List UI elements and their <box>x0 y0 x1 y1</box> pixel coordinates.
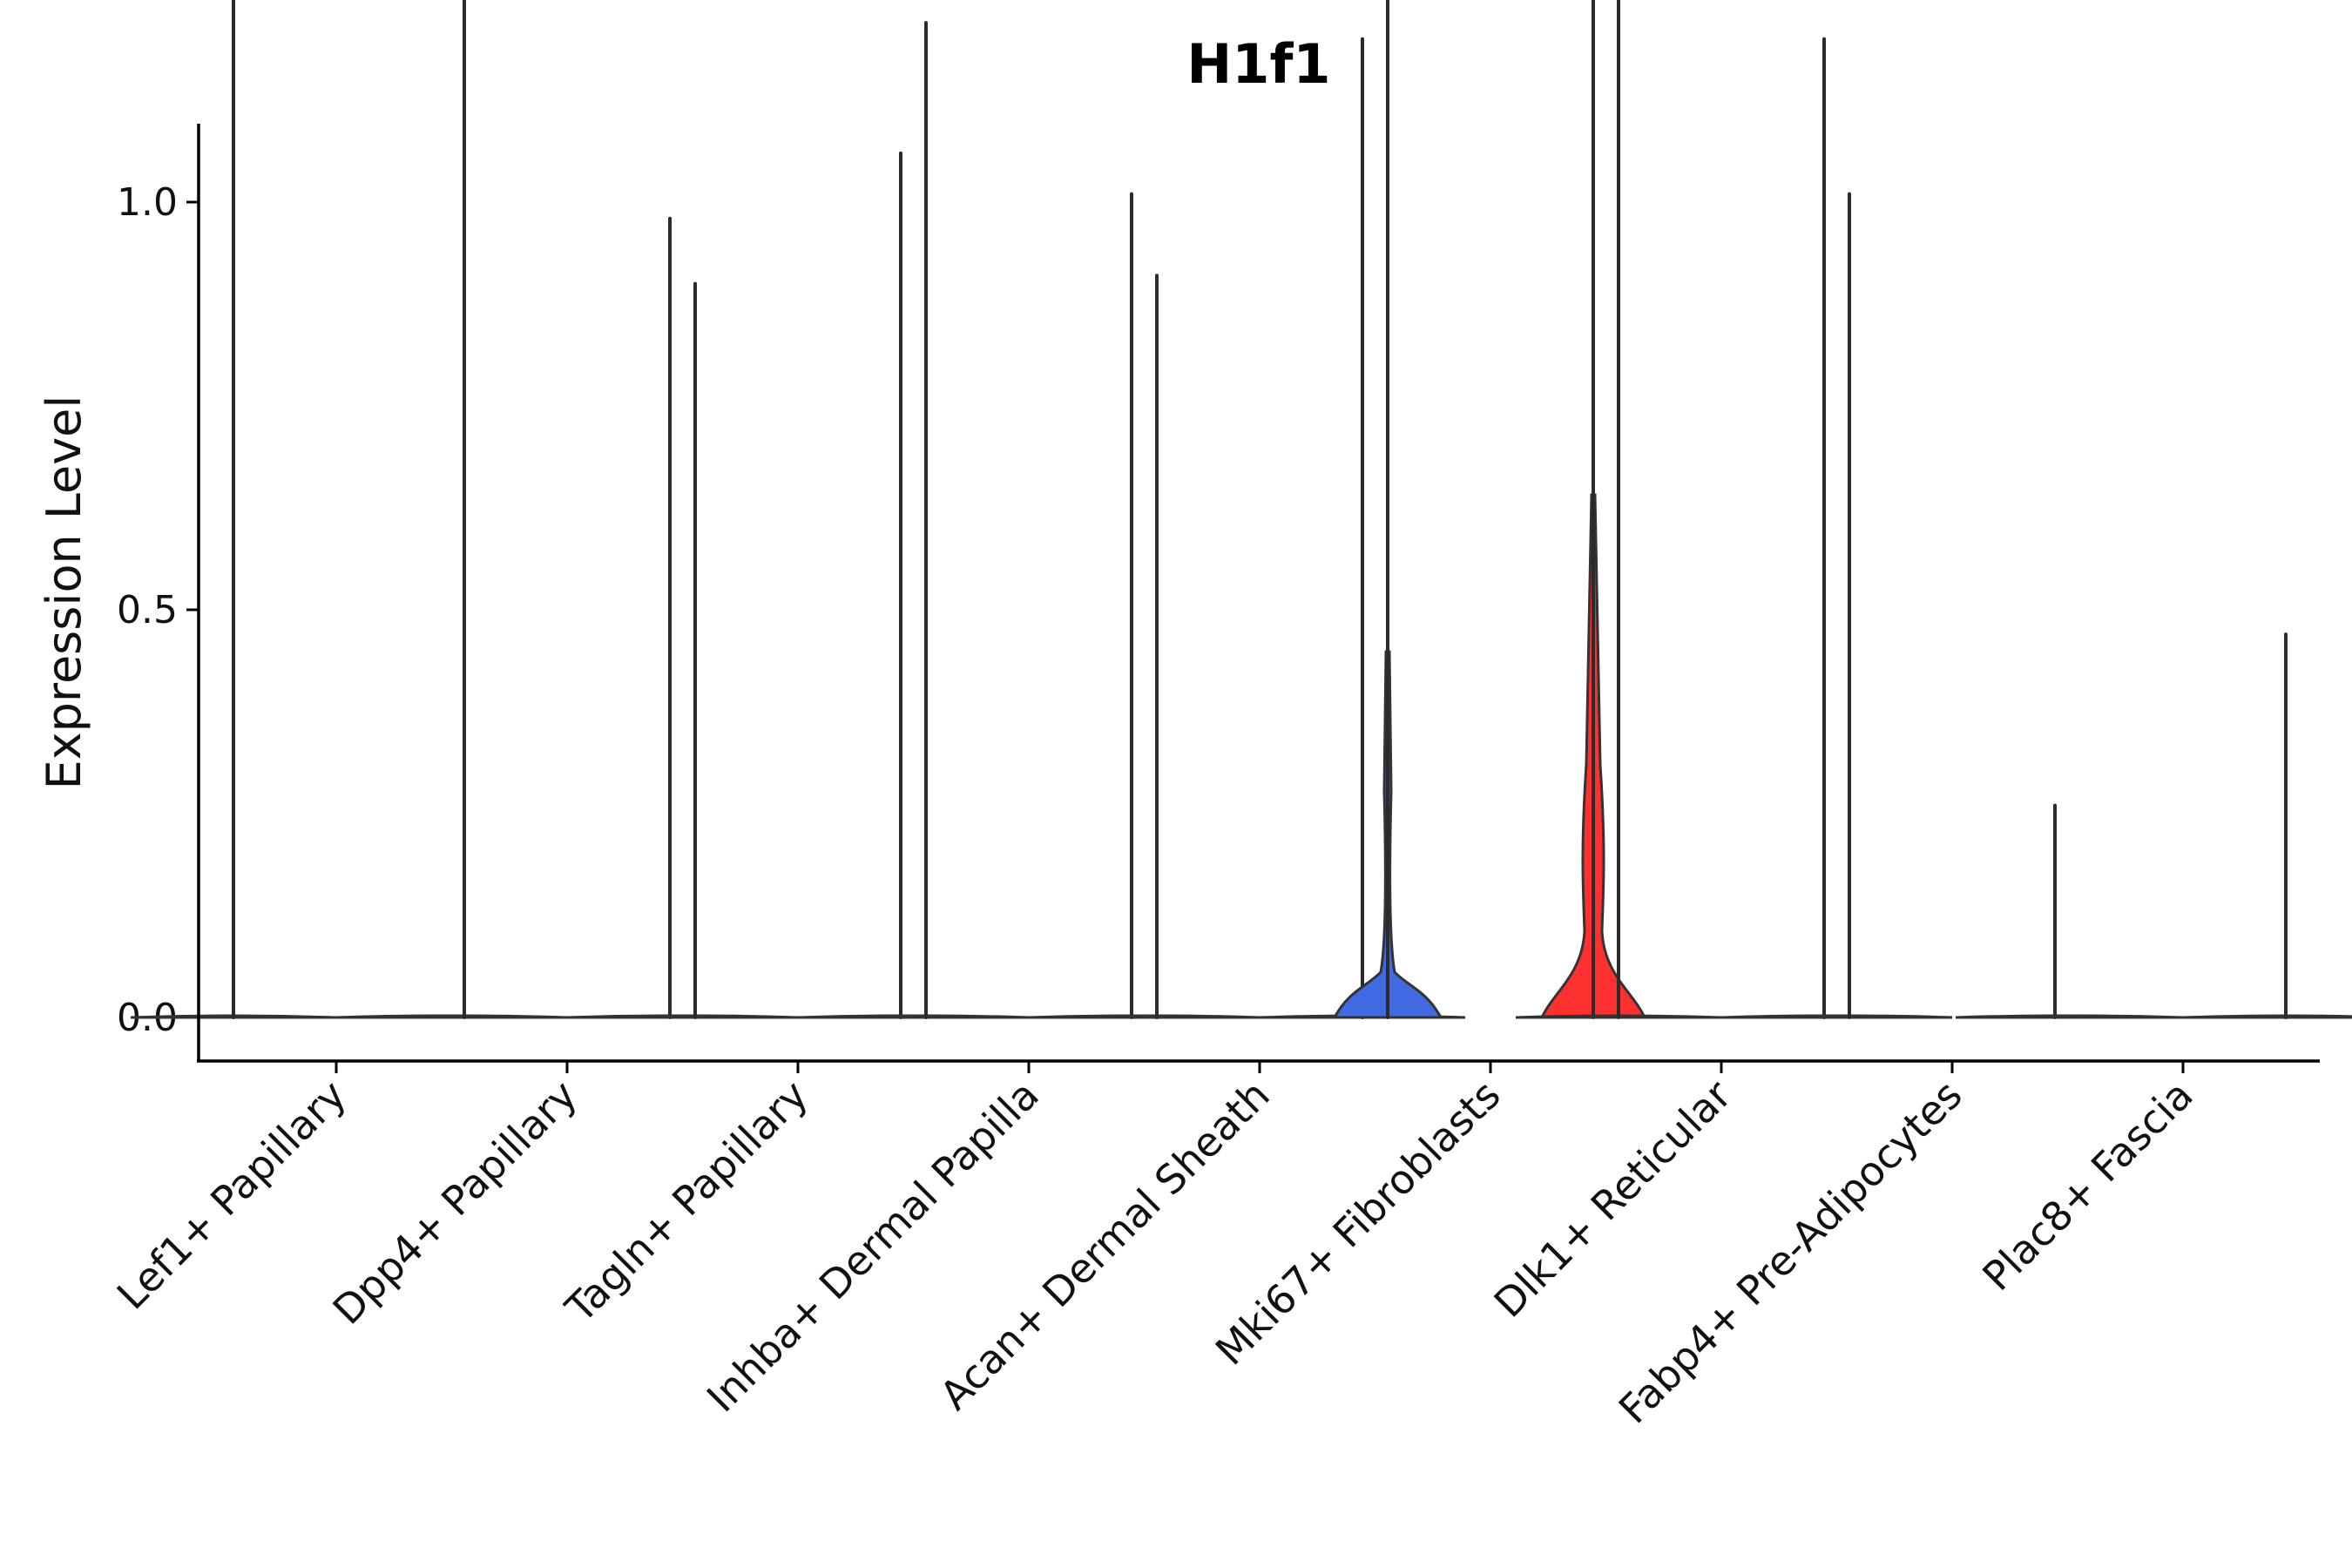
chart-title: H1f1 <box>1186 32 1330 96</box>
violin-flat <box>1977 1014 2184 1019</box>
x-tick-label: Dpp4+ Papillary <box>324 1071 586 1334</box>
y-tick-label: 0.5 <box>117 588 178 632</box>
x-tick-label: Plac8+ Fascia <box>1973 1071 2201 1300</box>
x-tick-label: Dlk1+ Reticular <box>1485 1071 1740 1327</box>
y-axis-label: Expression Level <box>37 395 91 790</box>
x-tick-label: Lef1+ Papillary <box>108 1071 355 1319</box>
violin-flat <box>2182 1014 2352 1019</box>
x-tick-label: Tagln+ Papillary <box>556 1071 817 1333</box>
y-tick-label: 1.0 <box>117 180 178 225</box>
